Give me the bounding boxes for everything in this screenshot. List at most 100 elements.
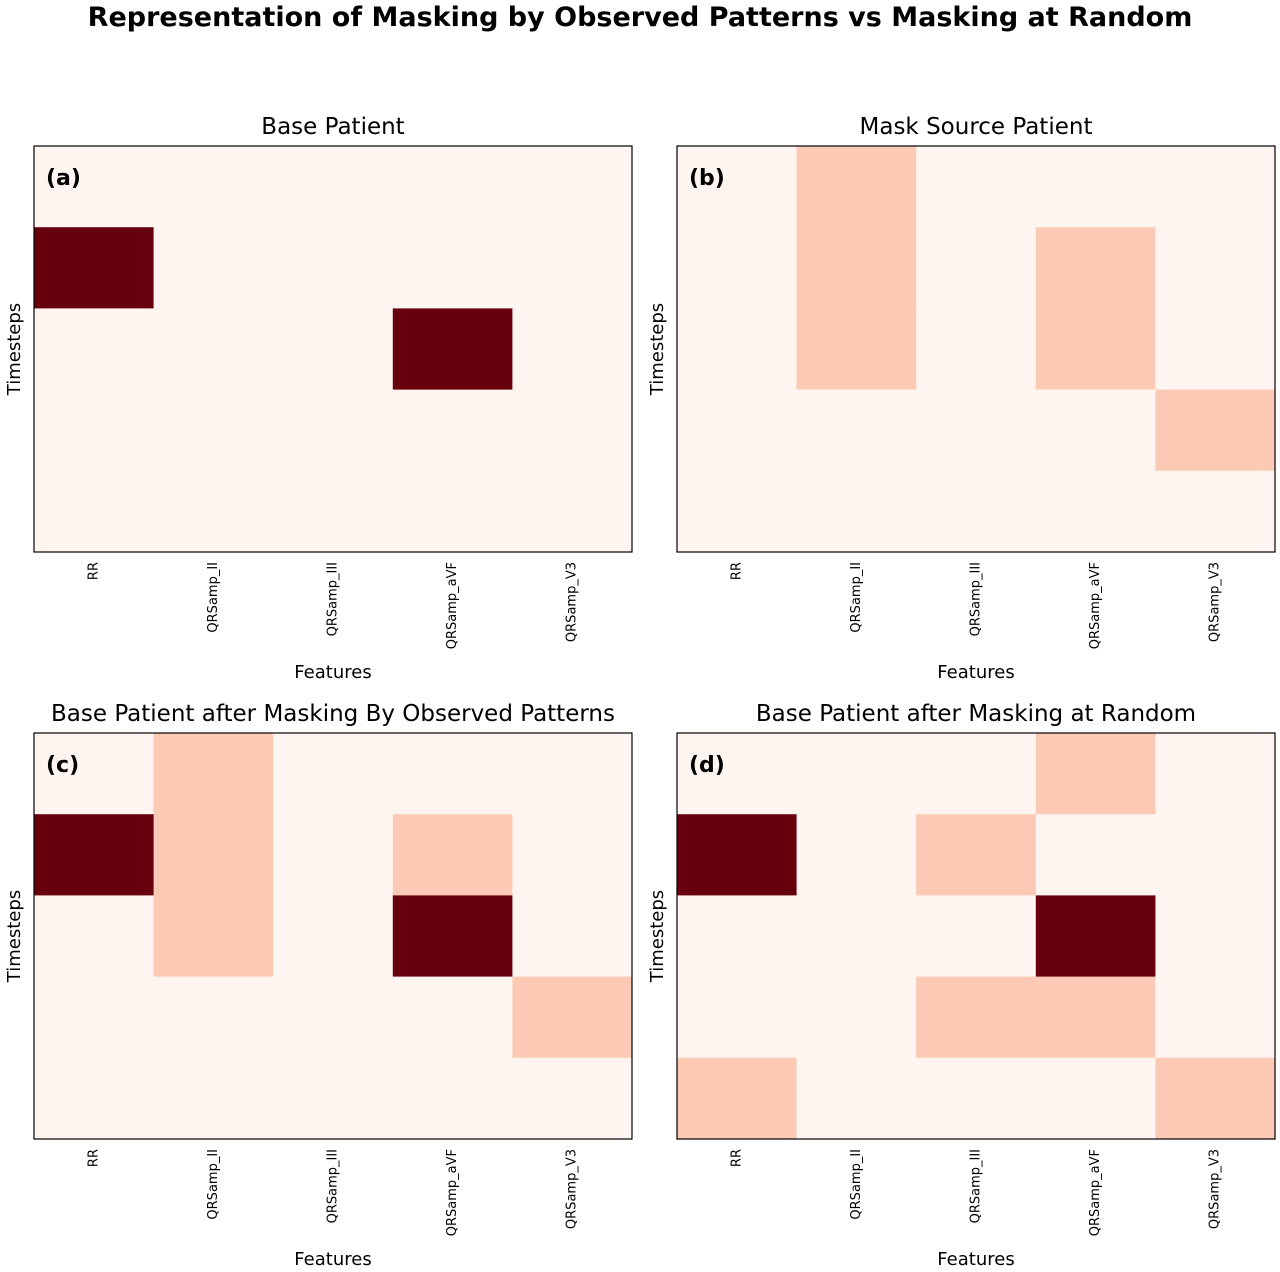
- heatmap-cell: [273, 814, 394, 896]
- heatmap-cell: [796, 895, 917, 978]
- heatmap-cell: [1155, 1057, 1276, 1140]
- heatmap-cell: [1035, 470, 1156, 553]
- heatmap-cell: [1035, 389, 1156, 472]
- heatmap-cell: [153, 976, 274, 1059]
- heatmap-cell: [34, 976, 155, 1059]
- subplot-title: Base Patient after Masking at Random: [756, 701, 1196, 727]
- heatmap-cell: [392, 308, 513, 391]
- heatmap-cell: [273, 470, 394, 553]
- figure-title: Representation of Masking by Observed Pa…: [87, 2, 1193, 33]
- heatmap-cell: [273, 733, 394, 815]
- heatmap-cell: [677, 389, 798, 472]
- heatmap-cell: [796, 733, 917, 815]
- heatmap-cell: [34, 1057, 155, 1140]
- heatmap-cell: [1035, 976, 1156, 1059]
- x-tick-label: QRSamp_II: [206, 562, 221, 633]
- panel-label: (a): [46, 166, 81, 191]
- x-tick-label: QRSamp_aVF: [1088, 562, 1103, 649]
- heatmap-panel-1: Base Patient (a) RR QRSamp_II QRSamp_III QRSa…: [4, 114, 633, 683]
- heatmap-cell: [273, 976, 394, 1059]
- heatmap-cell: [677, 895, 798, 978]
- heatmap-cell: [916, 895, 1037, 978]
- x-axis-label: Features: [937, 662, 1014, 683]
- heatmap-cell: [916, 470, 1037, 553]
- heatmap-cell: [916, 1057, 1037, 1140]
- heatmap-cell: [153, 389, 274, 472]
- heatmap-cell: [677, 470, 798, 553]
- heatmap-cell: [1035, 146, 1156, 228]
- heatmap-cell: [1155, 976, 1276, 1059]
- x-axis-label: Features: [294, 662, 371, 683]
- heatmap-cell: [512, 733, 633, 815]
- x-tick-label: QRSamp_III: [969, 1149, 984, 1223]
- heatmap-cell: [796, 308, 917, 391]
- heatmap-cell: [796, 389, 917, 472]
- heatmap-cell: [392, 227, 513, 309]
- heatmap-cell: [1035, 227, 1156, 309]
- heatmap-panel-4: Base Patient after Masking at Random (d) R…: [647, 701, 1276, 1270]
- subplot-title: Base Patient after Masking By Observed P…: [51, 701, 615, 727]
- heatmap-cell: [677, 976, 798, 1059]
- heatmap-cell: [677, 814, 798, 896]
- heatmap-cell: [512, 389, 633, 472]
- x-axis-label: Features: [937, 1249, 1014, 1270]
- y-axis-label: Timesteps: [4, 303, 25, 396]
- heatmap-cell: [796, 470, 917, 553]
- heatmap-cell: [153, 895, 274, 978]
- x-tick-label: QRSamp_V3: [565, 562, 580, 642]
- subplot-title: Mask Source Patient: [860, 114, 1093, 140]
- heatmap-cell: [153, 733, 274, 815]
- heatmap-cell: [1035, 308, 1156, 391]
- heatmap-cell: [1155, 227, 1276, 309]
- heatmap-cell: [677, 308, 798, 391]
- heatmap-cell: [512, 227, 633, 309]
- heatmap-cell: [1035, 1057, 1156, 1140]
- heatmap-cell: [273, 895, 394, 978]
- heatmap-cell: [916, 389, 1037, 472]
- heatmap-cell: [392, 733, 513, 815]
- heatmap-cell: [796, 976, 917, 1059]
- heatmap-cell: [1155, 308, 1276, 391]
- heatmap-cell: [392, 470, 513, 553]
- heatmap-cell: [677, 227, 798, 309]
- heatmap-cell: [34, 146, 155, 228]
- heatmap-cell: [512, 470, 633, 553]
- heatmap-cell: [916, 308, 1037, 391]
- heatmap-cell: [153, 308, 274, 391]
- heatmap-cell: [512, 895, 633, 978]
- heatmap-cell: [273, 308, 394, 391]
- heatmap-cell: [34, 895, 155, 978]
- heatmap-cell: [1155, 895, 1276, 978]
- heatmap-cell: [34, 814, 155, 896]
- heatmap-cell: [1155, 146, 1276, 228]
- heatmap-cell: [153, 1057, 274, 1140]
- heatmap-cell: [392, 1057, 513, 1140]
- heatmap-cell: [512, 1057, 633, 1140]
- x-axis-label: Features: [294, 1249, 371, 1270]
- heatmap-cell: [392, 976, 513, 1059]
- heatmap-cell: [916, 146, 1037, 228]
- heatmap-cell: [916, 976, 1037, 1059]
- heatmap-cell: [916, 227, 1037, 309]
- heatmap-cell: [677, 146, 798, 228]
- heatmap-cell: [1155, 733, 1276, 815]
- x-tick-label: RR: [729, 562, 744, 580]
- panel-label: (d): [689, 753, 725, 778]
- heatmap-cell: [392, 895, 513, 978]
- heatmap-cell: [796, 227, 917, 309]
- heatmap-cell: [273, 146, 394, 228]
- heatmap-cell: [796, 1057, 917, 1140]
- heatmap-cell: [34, 227, 155, 309]
- x-tick-label: QRSamp_aVF: [445, 562, 460, 649]
- axes-frame: [33, 732, 633, 1140]
- y-axis-label: Timesteps: [4, 890, 25, 983]
- heatmap-cell: [1155, 814, 1276, 896]
- x-tick-label: RR: [86, 1149, 101, 1167]
- x-tick-label: QRSamp_III: [326, 1149, 341, 1223]
- x-tick-label: QRSamp_II: [849, 562, 864, 633]
- heatmap-cell: [1035, 814, 1156, 896]
- heatmap-cell: [796, 814, 917, 896]
- x-tick-label: RR: [729, 1149, 744, 1167]
